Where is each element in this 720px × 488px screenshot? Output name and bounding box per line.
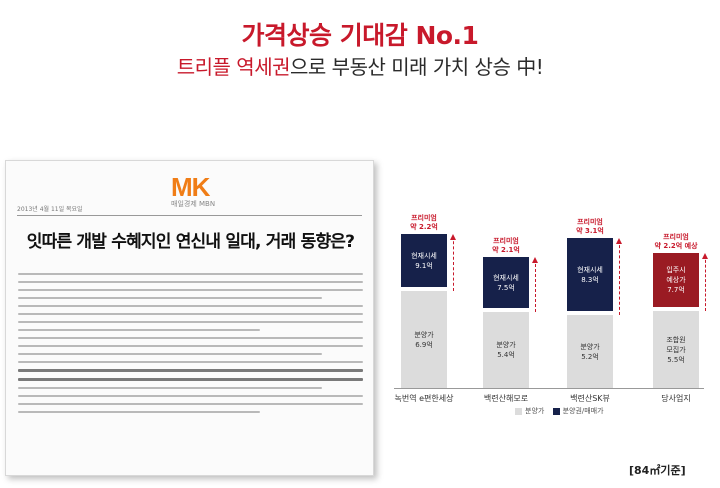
- premium-arrow: [616, 237, 622, 316]
- premium-label: 프리미엄 약 3.1억: [576, 217, 604, 235]
- premium-label: 프리미엄 약 2.1억: [492, 236, 520, 254]
- headline: 가격상승 기대감 No.1: [241, 21, 479, 50]
- category-label: 녹번역 e편한세상: [394, 394, 454, 403]
- bar-market-price: 현재시세 7.5억: [483, 256, 529, 309]
- bar-sale-label: 조합원 모집가 5.5억: [666, 335, 686, 364]
- news-article: MK 매일경제 MBN 2013년 4월 11일 목요일 잇따른 개발 수혜지인…: [5, 160, 374, 476]
- bar-market-price: 입주시 예상가 7.7억: [653, 253, 699, 307]
- bar-sale-label: 분양가 5.4억: [496, 341, 516, 360]
- bar-sale-label: 분양가 5.2억: [580, 342, 600, 361]
- legend-swatch-market: [552, 407, 560, 415]
- bar-sale-price: 분양가 6.9억: [401, 291, 447, 388]
- premium-label: 프리미엄 약 2.2억 예상: [654, 233, 698, 251]
- area-basis-note: [84㎡기준]: [629, 464, 686, 477]
- bar-market-label: 현재시세 8.3억: [577, 265, 603, 284]
- category-label: 당사업지: [661, 394, 691, 403]
- category-label: 백련산SK뷰: [570, 394, 610, 403]
- article-title: 잇따른 개발 수혜지인 연신내 일대, 거래 동향은?: [26, 232, 355, 252]
- premium-arrow: [532, 256, 538, 313]
- premium-arrow: [450, 233, 456, 292]
- x-axis-line: [394, 388, 704, 389]
- bar-market-label: 현재시세 9.1억: [411, 251, 437, 270]
- legend-sale: 분양가: [525, 407, 545, 415]
- article-paragraph-highlight: [18, 361, 363, 389]
- article-paragraph: [18, 395, 363, 413]
- subheadline-rest: 으로 부동산 미래 가치 상승 中!: [290, 55, 544, 79]
- bar-market-label: 입주시 예상가 7.7억: [666, 266, 686, 295]
- premium-arrow: [702, 253, 708, 311]
- legend-swatch-sale: [515, 407, 522, 415]
- subheadline-highlight: 트리플 역세권: [176, 55, 291, 79]
- mk-logo-subtitle: 매일경제 MBN: [171, 200, 216, 208]
- mk-logo: MK: [171, 172, 210, 202]
- category-label: 백련산해모로: [483, 394, 529, 403]
- premium-label: 프리미엄 약 2.2억: [410, 213, 438, 231]
- article-paragraph: [18, 305, 363, 331]
- subheadline: 트리플 역세권으로 부동산 미래 가치 상승 中!: [0, 51, 720, 80]
- bar-sale-price: 분양가 5.2억: [567, 315, 613, 388]
- bar-market-price: 현재시세 9.1억: [401, 233, 447, 288]
- article-body: [18, 267, 363, 419]
- bar-sale-label: 분양가 6.9억: [414, 330, 434, 349]
- article-paragraph: [18, 273, 363, 299]
- bar-sale-price: 조합원 모집가 5.5억: [653, 311, 699, 388]
- bar-sale-price: 분양가 5.4억: [483, 312, 529, 388]
- bar-market-price: 현재시세 8.3억: [567, 237, 613, 312]
- article-paragraph: [18, 337, 363, 355]
- article-date: 2013년 4월 11일 목요일: [17, 206, 83, 213]
- bar-market-label: 현재시세 7.5억: [493, 273, 519, 292]
- chart-legend: 분양가 분양권/매매가: [509, 406, 604, 416]
- article-divider: [17, 215, 362, 216]
- legend-market: 분양권/매매가: [562, 407, 604, 415]
